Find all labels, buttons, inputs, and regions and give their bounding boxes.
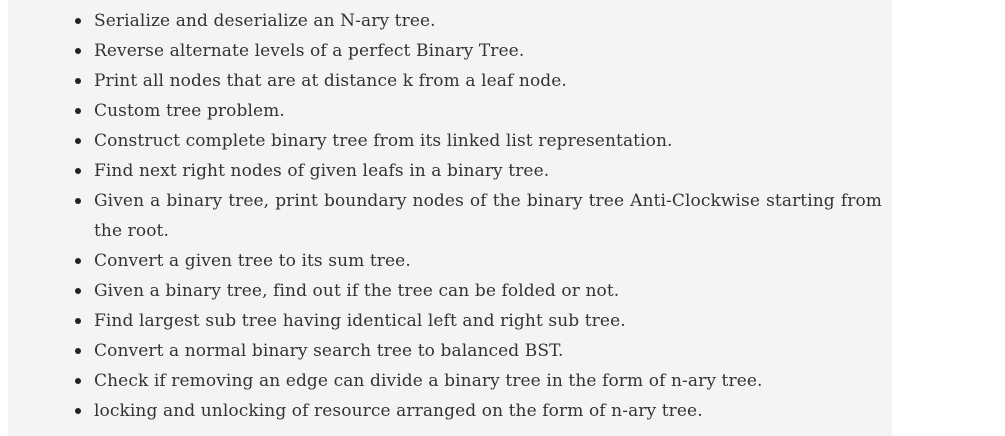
bullet-icon <box>75 288 81 294</box>
list-item-label[interactable]: Print all nodes that are at distance k f… <box>94 71 567 91</box>
list-item-label[interactable]: Convert a given tree to its sum tree. <box>94 251 411 271</box>
bullet-icon <box>75 168 81 174</box>
list-item[interactable]: Find next right nodes of given leafs in … <box>8 156 892 186</box>
bullet-icon <box>75 408 81 414</box>
list-item-label[interactable]: Find largest sub tree having identical l… <box>94 311 626 331</box>
list-item[interactable]: Serialize and deserialize an N-ary tree. <box>8 6 892 36</box>
list-item[interactable]: Check if removing an edge can divide a b… <box>8 366 892 396</box>
list-item[interactable]: Reverse alternate levels of a perfect Bi… <box>8 36 892 66</box>
topic-list: Serialize and deserialize an N-ary tree.… <box>8 0 892 426</box>
list-item[interactable]: Convert a normal binary search tree to b… <box>8 336 892 366</box>
bullet-icon <box>75 78 81 84</box>
list-item[interactable]: Find largest sub tree having identical l… <box>8 306 892 336</box>
list-item-label[interactable]: Find next right nodes of given leafs in … <box>94 161 550 181</box>
list-item-label[interactable]: Custom tree problem. <box>94 101 285 121</box>
bullet-icon <box>75 108 81 114</box>
list-item-label[interactable]: Reverse alternate levels of a perfect Bi… <box>94 41 525 61</box>
list-item-label[interactable]: Serialize and deserialize an N-ary tree. <box>94 11 436 31</box>
bullet-icon <box>75 18 81 24</box>
list-item-label[interactable]: Check if removing an edge can divide a b… <box>94 371 763 391</box>
bullet-icon <box>75 48 81 54</box>
bullet-icon <box>75 198 81 204</box>
list-item-label[interactable]: Given a binary tree, find out if the tre… <box>94 281 620 301</box>
bullet-icon <box>75 258 81 264</box>
list-item-label[interactable]: Given a binary tree, print boundary node… <box>94 191 882 241</box>
bullet-icon <box>75 318 81 324</box>
list-item[interactable]: Given a binary tree, print boundary node… <box>8 186 892 246</box>
article-content-panel: Serialize and deserialize an N-ary tree.… <box>8 0 892 436</box>
bullet-icon <box>75 348 81 354</box>
list-item[interactable]: Print all nodes that are at distance k f… <box>8 66 892 96</box>
list-item-label[interactable]: Construct complete binary tree from its … <box>94 131 673 151</box>
list-item-label[interactable]: Convert a normal binary search tree to b… <box>94 341 564 361</box>
list-item[interactable]: Construct complete binary tree from its … <box>8 126 892 156</box>
bullet-icon <box>75 378 81 384</box>
list-item[interactable]: Custom tree problem. <box>8 96 892 126</box>
list-item[interactable]: Convert a given tree to its sum tree. <box>8 246 892 276</box>
bullet-icon <box>75 138 81 144</box>
list-item[interactable]: Given a binary tree, find out if the tre… <box>8 276 892 306</box>
list-item[interactable]: locking and unlocking of resource arrang… <box>8 396 892 426</box>
list-item-label[interactable]: locking and unlocking of resource arrang… <box>94 401 703 421</box>
